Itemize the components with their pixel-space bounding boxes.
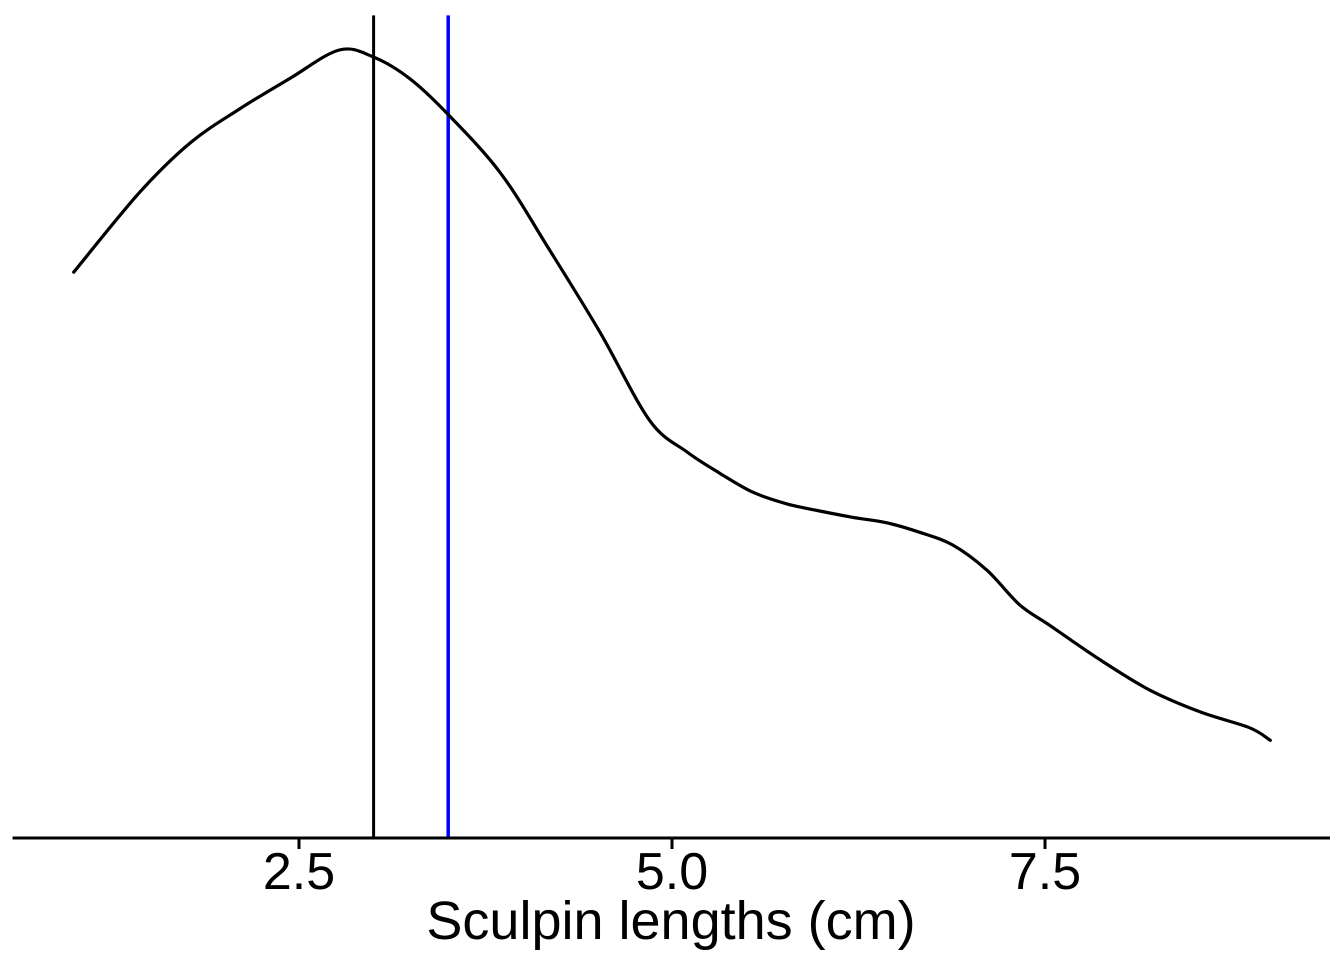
density-curve bbox=[72, 47, 1272, 742]
x-tick-label: 2.5 bbox=[263, 843, 335, 901]
x-tick-label: 7.5 bbox=[1009, 843, 1081, 901]
x-tick-label: 5.0 bbox=[636, 843, 708, 901]
x-axis-label: Sculpin lengths (cm) bbox=[426, 891, 915, 951]
